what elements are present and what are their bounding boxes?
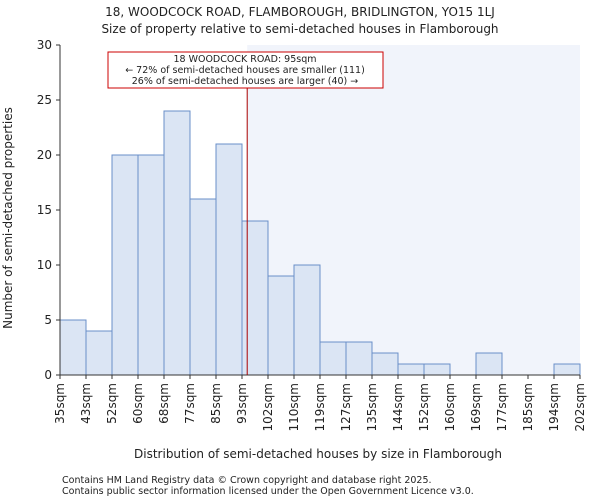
x-tick-label-119sqm: 119sqm (313, 383, 327, 431)
bar-119sqm (319, 341, 347, 376)
bar-110sqm (293, 264, 321, 376)
y-axis: 0 5 10 15 20 25 30 (37, 38, 61, 382)
x-axis-label: Distribution of semi-detached houses by … (134, 447, 502, 461)
annotation-line-2: ← 72% of semi-detached houses are smalle… (125, 65, 365, 76)
y-axis-label: Number of semi-detached properties (1, 107, 15, 329)
x-tick-label-110sqm: 110sqm (287, 383, 301, 431)
y-tick-label-20: 20 (37, 148, 52, 162)
x-axis: 35sqm 43sqm 52sqm 60sqm 68sqm 77sqm 85sqm 93sqm… (53, 374, 587, 431)
x-tick-label-194sqm: 194sqm (547, 383, 561, 431)
x-tick-label-77sqm: 77sqm (183, 383, 197, 424)
bar-52sqm (111, 154, 139, 376)
bar-68sqm (163, 110, 191, 376)
bar-135sqm (371, 352, 399, 376)
x-tick-label-202sqm: 202sqm (573, 383, 587, 431)
bar-60sqm (137, 154, 165, 376)
chart-subtitle: Size of property relative to semi-detach… (101, 22, 498, 36)
footer-line-2: Contains public sector information licen… (62, 486, 474, 497)
y-tick-label-30: 30 (37, 38, 52, 52)
bar-35sqm (59, 319, 87, 376)
x-tick-label-160sqm: 160sqm (443, 383, 457, 431)
bar-127sqm (345, 341, 373, 376)
x-tick-label-144sqm: 144sqm (391, 383, 405, 431)
x-tick-label-68sqm: 68sqm (157, 383, 171, 424)
bar-43sqm (85, 330, 113, 376)
x-tick-label-185sqm: 185sqm (521, 383, 535, 431)
chart-title: 18, WOODCOCK ROAD, FLAMBOROUGH, BRIDLING… (105, 5, 495, 19)
bar-85sqm (215, 143, 243, 376)
x-tick-label-102sqm: 102sqm (261, 383, 275, 431)
x-tick-label-127sqm: 127sqm (339, 383, 353, 431)
bar-169sqm (475, 352, 503, 376)
x-tick-label-93sqm: 93sqm (235, 383, 249, 424)
bar-194sqm (553, 363, 581, 376)
bar-144sqm (397, 363, 425, 376)
x-tick-label-135sqm: 135sqm (365, 383, 379, 431)
x-tick-label-52sqm: 52sqm (105, 383, 119, 424)
y-tick-label-0: 0 (44, 368, 52, 382)
x-tick-label-169sqm: 169sqm (469, 383, 483, 431)
x-tick-label-60sqm: 60sqm (131, 383, 145, 424)
x-tick-label-85sqm: 85sqm (209, 383, 223, 424)
bar-102sqm (267, 275, 295, 376)
footer-line-1: Contains HM Land Registry data © Crown c… (62, 475, 432, 486)
annotation-line-1: 18 WOODCOCK ROAD: 95sqm (173, 54, 316, 65)
bars-group (59, 110, 581, 376)
bar-77sqm (189, 198, 217, 376)
y-tick-label-5: 5 (44, 313, 52, 327)
annotation-line-3: 26% of semi-detached houses are larger (… (132, 76, 359, 87)
x-tick-label-43sqm: 43sqm (79, 383, 93, 424)
x-tick-label-35sqm: 35sqm (53, 383, 67, 424)
y-tick-label-25: 25 (37, 93, 52, 107)
x-tick-label-152sqm: 152sqm (417, 383, 431, 431)
annotation-box (107, 51, 384, 89)
x-tick-label-177sqm: 177sqm (495, 383, 509, 431)
bar-93sqm (241, 220, 269, 376)
y-tick-label-15: 15 (37, 203, 52, 217)
y-tick-label-10: 10 (37, 258, 52, 272)
bar-152sqm (423, 363, 451, 376)
